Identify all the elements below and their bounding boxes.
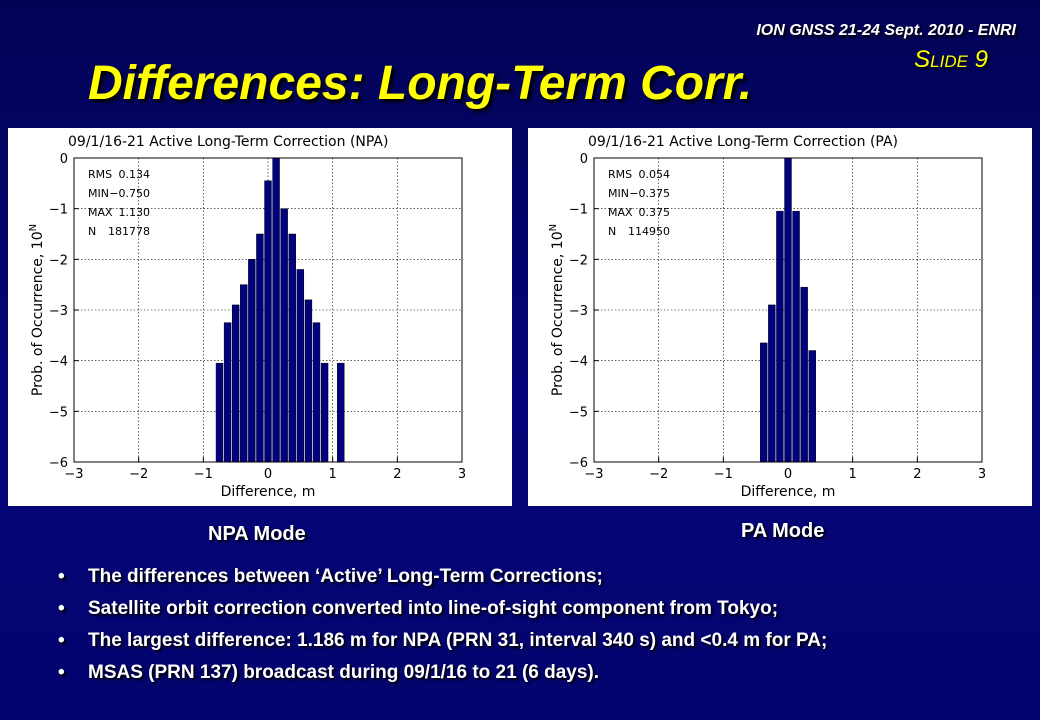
histogram-bar	[256, 233, 264, 463]
histogram-bar	[272, 157, 280, 463]
x-tick-label: 0	[784, 467, 792, 482]
x-tick-label: 3	[458, 467, 466, 482]
npa-histogram-chart: 09/1/16-21 Active Long-Term Correction (…	[28, 134, 466, 500]
histogram-bar	[280, 208, 288, 463]
y-axis-label: Prob. of Occurrence, 10N	[548, 224, 566, 396]
histogram-bar	[296, 269, 305, 463]
chart-title: 09/1/16-21 Active Long-Term Correction (…	[588, 134, 898, 150]
histogram-bar	[312, 322, 321, 463]
stat-value: 1.130	[119, 206, 151, 219]
histogram-bar	[784, 157, 792, 463]
histogram-bar	[231, 304, 240, 463]
histogram-bar	[215, 362, 224, 463]
bullet-list: • The differences between ‘Active’ Long-T…	[58, 566, 827, 694]
slide-title: Differences: Long-Term Corr.	[88, 57, 753, 110]
x-axis-label: Difference, m	[221, 484, 316, 500]
y-axis-label-exponent: N	[28, 224, 39, 231]
x-tick-label: 0	[264, 467, 272, 482]
y-tick-label: −5	[569, 405, 588, 420]
pa-histogram-panel: 09/1/16-21 Active Long-Term Correction (…	[528, 128, 1032, 506]
stat-value: 114950	[628, 225, 670, 238]
histogram-bar	[760, 342, 768, 463]
y-tick-label: −3	[569, 304, 588, 319]
histogram-bar	[223, 322, 232, 463]
x-tick-label: 2	[393, 467, 401, 482]
x-tick-label: −1	[194, 467, 213, 482]
histogram-bar	[800, 286, 808, 463]
bullet-item: • MSAS (PRN 137) broadcast during 09/1/16…	[58, 662, 827, 694]
bullet-dot-icon: •	[58, 630, 65, 651]
y-tick-label: −4	[49, 355, 68, 370]
y-axis-label-exponent: N	[548, 224, 559, 231]
y-tick-label: −6	[569, 456, 588, 471]
y-tick-label: −4	[569, 355, 588, 370]
y-tick-label: −3	[49, 304, 68, 319]
plot-area: 09/1/16-21 Active Long-Term Correction (…	[548, 134, 986, 500]
x-tick-label: 1	[329, 467, 337, 482]
x-tick-label: −3	[584, 467, 603, 482]
stat-value: −0.750	[109, 187, 150, 200]
stat-label: RMS	[88, 168, 112, 181]
x-tick-label: 1	[849, 467, 857, 482]
histogram-bar	[304, 299, 313, 463]
histogram-bar	[776, 210, 784, 463]
y-tick-label: −5	[49, 405, 68, 420]
chart-title: 09/1/16-21 Active Long-Term Correction (…	[68, 134, 388, 150]
stat-label: MIN	[88, 187, 109, 200]
x-tick-label: −2	[129, 467, 148, 482]
stat-value: −0.375	[629, 187, 670, 200]
histogram-bar	[264, 180, 272, 463]
pa-histogram-chart: 09/1/16-21 Active Long-Term Correction (…	[548, 134, 986, 500]
bullet-item: • Satellite orbit correction converted in…	[58, 598, 827, 630]
histogram-bar	[320, 362, 329, 463]
npa-histogram-panel: 09/1/16-21 Active Long-Term Correction (…	[8, 128, 512, 506]
bullet-text: The differences between ‘Active’ Long-Te…	[88, 566, 603, 587]
bullet-text: Satellite orbit correction converted int…	[88, 598, 779, 619]
histogram-bar	[808, 350, 816, 463]
histogram-bar	[248, 259, 256, 463]
y-axis-label: Prob. of Occurrence, 10N	[28, 224, 46, 396]
stat-label: RMS	[608, 168, 632, 181]
histogram-bar	[768, 304, 776, 463]
stat-value: 0.375	[639, 206, 671, 219]
x-tick-label: 3	[978, 467, 986, 482]
histogram-bar	[337, 362, 345, 463]
x-tick-label: −2	[649, 467, 668, 482]
stat-value: 0.134	[119, 168, 151, 181]
bullet-item: • The differences between ‘Active’ Long-T…	[58, 566, 827, 598]
bullet-dot-icon: •	[58, 566, 65, 587]
bullet-dot-icon: •	[58, 662, 65, 683]
y-tick-label: −1	[569, 203, 588, 218]
bullet-item: • The largest difference: 1.186 m for NPA…	[58, 630, 827, 662]
x-tick-label: 2	[913, 467, 921, 482]
stat-label: N	[608, 225, 616, 238]
y-tick-label: −2	[569, 253, 588, 268]
npa-mode-caption: NPA Mode	[208, 523, 306, 545]
y-tick-label: 0	[60, 152, 68, 167]
bullet-text: MSAS (PRN 137) broadcast during 09/1/16 …	[88, 662, 600, 683]
histogram-bar	[240, 284, 248, 463]
stat-value: 181778	[108, 225, 150, 238]
bullet-text: The largest difference: 1.186 m for NPA …	[88, 630, 828, 651]
stat-label: N	[88, 225, 96, 238]
histogram-bar	[288, 233, 296, 463]
stat-label: MAX	[608, 206, 633, 219]
y-tick-label: 0	[580, 152, 588, 167]
x-tick-label: −1	[714, 467, 733, 482]
y-tick-label: −6	[49, 456, 68, 471]
stat-label: MIN	[608, 187, 629, 200]
y-tick-label: −1	[49, 203, 68, 218]
stat-value: 0.054	[639, 168, 671, 181]
pa-mode-caption: PA Mode	[741, 520, 825, 542]
histogram-bar	[792, 210, 800, 463]
slide-number: Slide 9	[914, 46, 988, 73]
y-tick-label: −2	[49, 253, 68, 268]
conference-header: ION GNSS 21-24 Sept. 2010 - ENRI	[756, 22, 1016, 39]
x-axis-label: Difference, m	[741, 484, 836, 500]
x-tick-label: −3	[64, 467, 83, 482]
plot-area: 09/1/16-21 Active Long-Term Correction (…	[28, 134, 466, 500]
bullet-dot-icon: •	[58, 598, 65, 619]
stat-label: MAX	[88, 206, 113, 219]
